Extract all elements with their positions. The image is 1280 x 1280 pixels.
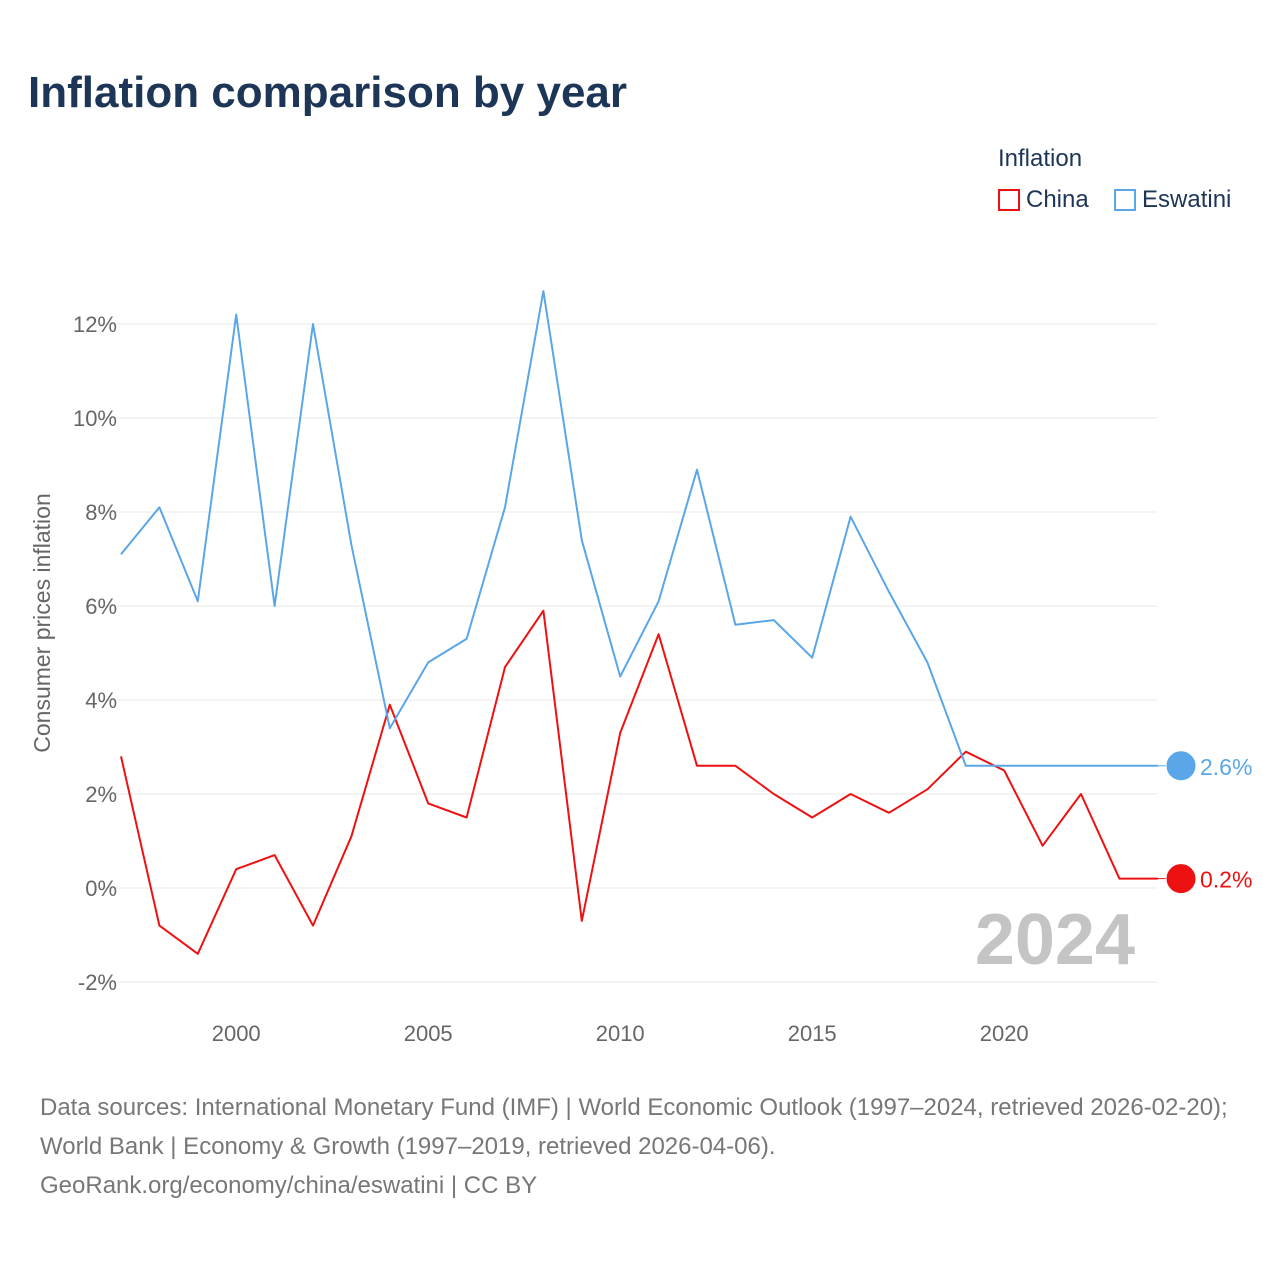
y-tick-label: 8% <box>85 500 117 525</box>
y-tick-label: 12% <box>73 312 117 337</box>
y-tick-label: 0% <box>85 876 117 901</box>
legend-label: China <box>1026 186 1089 213</box>
series-line-eswatini <box>120 290 1158 767</box>
y-axis-label: Consumer prices inflation <box>29 493 55 753</box>
x-tick-label: 2010 <box>596 1021 645 1046</box>
y-tick-label: 2% <box>85 782 117 807</box>
year-watermark: 2024 <box>975 900 1135 980</box>
end-value-label: 0.2% <box>1200 867 1252 893</box>
source-text: Data sources: International Monetary Fun… <box>40 1094 1228 1160</box>
y-tick-label: 4% <box>85 688 117 713</box>
china-swatch-icon <box>998 189 1020 211</box>
y-tick-label: 10% <box>73 406 117 431</box>
source-note: Data sources: International Monetary Fun… <box>40 1088 1250 1205</box>
line-chart: -2% 0% 2% 4% 6% 8% 10% 12% 2000 2005 2010 2015 2020 C… <box>29 290 1252 1046</box>
china-flag-icon <box>1165 863 1197 895</box>
page-title: Inflation comparison by year <box>28 68 628 117</box>
source-link[interactable]: GeoRank.org/economy/china/eswatini | CC … <box>40 1172 538 1199</box>
legend-title: Inflation <box>998 145 1083 172</box>
x-tick-label: 2015 <box>788 1021 837 1046</box>
series-line-china <box>120 609 1158 955</box>
eswatini-flag-icon <box>1165 750 1197 782</box>
x-tick-label: 2005 <box>404 1021 453 1046</box>
legend-label: Eswatini <box>1142 186 1232 213</box>
y-tick-label: -2% <box>78 970 117 995</box>
x-tick-label: 2000 <box>212 1021 261 1046</box>
eswatini-swatch-icon <box>1114 189 1136 211</box>
legend-item-china[interactable]: China <box>998 186 1089 214</box>
x-tick-label: 2020 <box>980 1021 1029 1046</box>
end-value-label: 2.6% <box>1200 754 1252 780</box>
y-tick-label: 6% <box>85 594 117 619</box>
legend-item-eswatini[interactable]: Eswatini <box>1114 186 1231 214</box>
